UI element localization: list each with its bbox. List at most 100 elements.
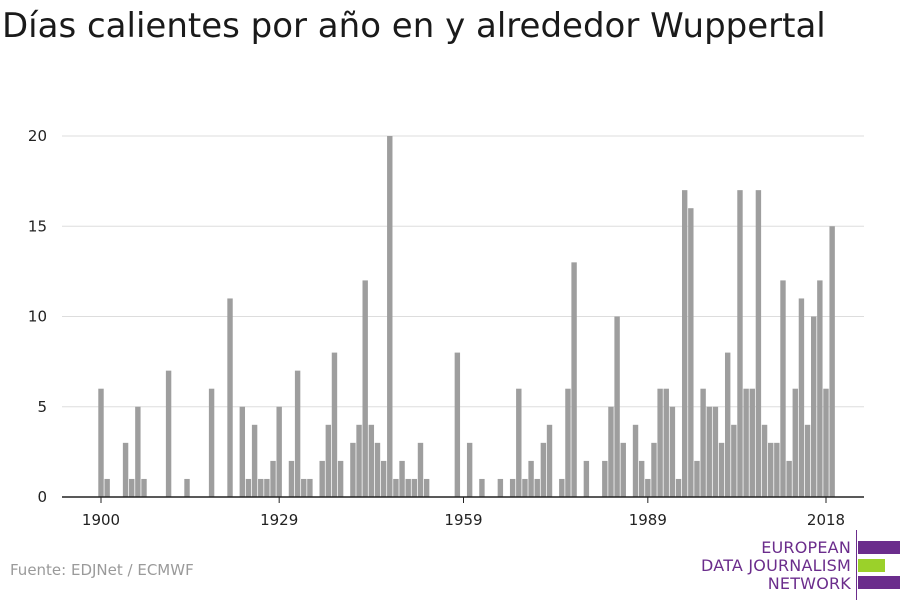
bar-1946 bbox=[380, 460, 387, 497]
bar-1993 bbox=[669, 406, 676, 497]
bar-2012 bbox=[786, 460, 792, 497]
bar-1942 bbox=[356, 424, 362, 497]
bar-1988 bbox=[638, 460, 645, 497]
edjnet-logo: EUROPEAN DATA JOURNALISM NETWORK bbox=[700, 530, 900, 600]
bar-1952 bbox=[417, 442, 424, 497]
bar-2008 bbox=[761, 424, 768, 497]
bar-1985 bbox=[620, 442, 626, 497]
bar-2007 bbox=[755, 190, 762, 497]
bar-2014 bbox=[798, 298, 805, 497]
bar-2010 bbox=[774, 442, 780, 497]
bar-1943 bbox=[362, 280, 368, 497]
bar-1900 bbox=[98, 388, 104, 497]
bar-1932 bbox=[294, 370, 301, 497]
bar-1997 bbox=[694, 460, 700, 497]
bar-1962 bbox=[479, 478, 485, 497]
x-tick-label-2018: 2018 bbox=[807, 511, 845, 529]
bar-1921 bbox=[227, 298, 233, 497]
bar-1979 bbox=[583, 460, 590, 497]
y-tick-label-15: 15 bbox=[28, 217, 47, 235]
bar-1949 bbox=[399, 460, 405, 497]
bar-1904 bbox=[122, 442, 129, 497]
bar-2011 bbox=[780, 280, 786, 497]
bar-1945 bbox=[374, 442, 381, 497]
bar-1928 bbox=[270, 460, 276, 497]
bar-1939 bbox=[337, 460, 344, 497]
bar-2018 bbox=[823, 388, 829, 497]
bar-1971 bbox=[534, 478, 540, 497]
bar-1923 bbox=[239, 406, 246, 497]
bar-1969 bbox=[522, 478, 528, 497]
bar-1927 bbox=[264, 478, 270, 497]
logo-line-european: EUROPEAN bbox=[761, 538, 851, 557]
bar-1925 bbox=[251, 424, 258, 497]
bar-1933 bbox=[301, 478, 307, 497]
bar-1970 bbox=[528, 460, 534, 497]
bar-1983 bbox=[608, 406, 614, 497]
x-tick-label-1959: 1959 bbox=[444, 511, 482, 529]
bar-1989 bbox=[645, 478, 651, 497]
bar-1901 bbox=[104, 478, 110, 497]
bar-1982 bbox=[602, 460, 608, 497]
bar-1960 bbox=[466, 442, 473, 497]
bar-1999 bbox=[706, 406, 712, 497]
bar-1934 bbox=[307, 478, 313, 497]
bar-2002 bbox=[724, 352, 731, 497]
bar-2005 bbox=[743, 388, 749, 497]
bar-2000 bbox=[712, 406, 719, 497]
bar-2006 bbox=[749, 388, 755, 497]
bar-1975 bbox=[559, 478, 565, 497]
bar-2017 bbox=[817, 280, 823, 497]
bar-2003 bbox=[731, 424, 737, 497]
bar-1965 bbox=[497, 478, 504, 497]
y-tick-label-20: 20 bbox=[28, 127, 47, 145]
bar-2013 bbox=[792, 388, 798, 497]
bar-1951 bbox=[411, 478, 418, 497]
bar-1950 bbox=[405, 478, 411, 497]
bar-1914 bbox=[184, 478, 190, 497]
x-tick-label-1989: 1989 bbox=[629, 511, 667, 529]
bar-1996 bbox=[688, 208, 694, 497]
bar-1911 bbox=[165, 370, 172, 497]
bar-1992 bbox=[663, 388, 669, 497]
bar-1941 bbox=[350, 442, 356, 497]
bar-1973 bbox=[546, 424, 553, 497]
bar-1994 bbox=[675, 478, 682, 497]
bar-1958 bbox=[454, 352, 461, 497]
bar-1938 bbox=[331, 352, 338, 497]
bar-1995 bbox=[681, 190, 688, 497]
logo-bar-purple-bottom bbox=[858, 576, 900, 589]
bar-1937 bbox=[325, 424, 332, 497]
y-tick-label-0: 0 bbox=[37, 488, 47, 506]
bar-1929 bbox=[276, 406, 282, 497]
logo-line-network: NETWORK bbox=[767, 574, 851, 593]
bar-2019 bbox=[829, 226, 835, 497]
bar-1977 bbox=[571, 262, 577, 497]
x-tick-label-1929: 1929 bbox=[260, 511, 298, 529]
bar-1968 bbox=[516, 388, 522, 497]
bar-2004 bbox=[737, 190, 743, 497]
logo-bar-purple-top bbox=[858, 541, 900, 554]
logo-line-data-journalism: DATA JOURNALISM bbox=[701, 556, 851, 575]
bar-1905 bbox=[129, 478, 135, 497]
bar-2009 bbox=[768, 442, 774, 497]
bar-1918 bbox=[208, 388, 215, 497]
bar-1967 bbox=[509, 478, 516, 497]
gridlines bbox=[62, 135, 864, 408]
bar-2015 bbox=[804, 424, 811, 497]
bars bbox=[98, 136, 835, 497]
y-tick-label-5: 5 bbox=[37, 398, 47, 416]
y-tick-label-10: 10 bbox=[28, 308, 47, 326]
bar-2016 bbox=[811, 316, 817, 497]
bar-1926 bbox=[258, 478, 264, 497]
x-ticks: 1900 1929 1959 1989 2018 bbox=[82, 497, 845, 529]
y-tick-labels: 0 5 10 15 20 bbox=[28, 127, 47, 506]
bar-1972 bbox=[540, 442, 547, 497]
bar-1947 bbox=[387, 136, 393, 497]
bar-1976 bbox=[565, 388, 571, 497]
bar-1924 bbox=[245, 478, 252, 497]
bar-1991 bbox=[657, 388, 663, 497]
bar-1953 bbox=[423, 478, 430, 497]
bar-1984 bbox=[614, 316, 620, 497]
